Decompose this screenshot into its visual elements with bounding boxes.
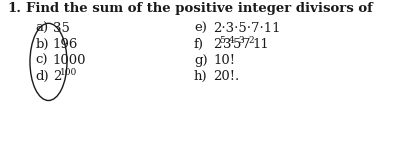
Text: 4: 4 (228, 36, 234, 45)
Text: 5: 5 (219, 36, 225, 45)
Text: 5: 5 (232, 38, 240, 51)
Text: 10!: 10! (213, 54, 235, 67)
Text: h): h) (193, 70, 207, 83)
Text: 100: 100 (60, 68, 77, 77)
Text: 35: 35 (53, 22, 69, 35)
Text: 3: 3 (238, 36, 244, 45)
Text: 2·3·5·7·11: 2·3·5·7·11 (213, 22, 280, 35)
Text: a): a) (35, 22, 48, 35)
Text: b): b) (35, 38, 49, 51)
Text: 2: 2 (53, 70, 61, 83)
Text: 3: 3 (223, 38, 231, 51)
Text: 196: 196 (53, 38, 78, 51)
Text: 7: 7 (242, 38, 250, 51)
Text: Find the sum of the positive integer divisors of: Find the sum of the positive integer div… (26, 2, 372, 15)
Text: 1000: 1000 (53, 54, 86, 67)
Text: f): f) (193, 38, 203, 51)
Text: 20!.: 20!. (213, 70, 239, 83)
Text: 1.: 1. (7, 2, 21, 15)
Text: d): d) (35, 70, 49, 83)
Text: c): c) (35, 54, 47, 67)
Text: e): e) (193, 22, 206, 35)
Text: 11: 11 (252, 38, 268, 51)
Text: 2: 2 (213, 38, 221, 51)
Text: g): g) (193, 54, 207, 67)
Text: 2: 2 (248, 36, 253, 45)
